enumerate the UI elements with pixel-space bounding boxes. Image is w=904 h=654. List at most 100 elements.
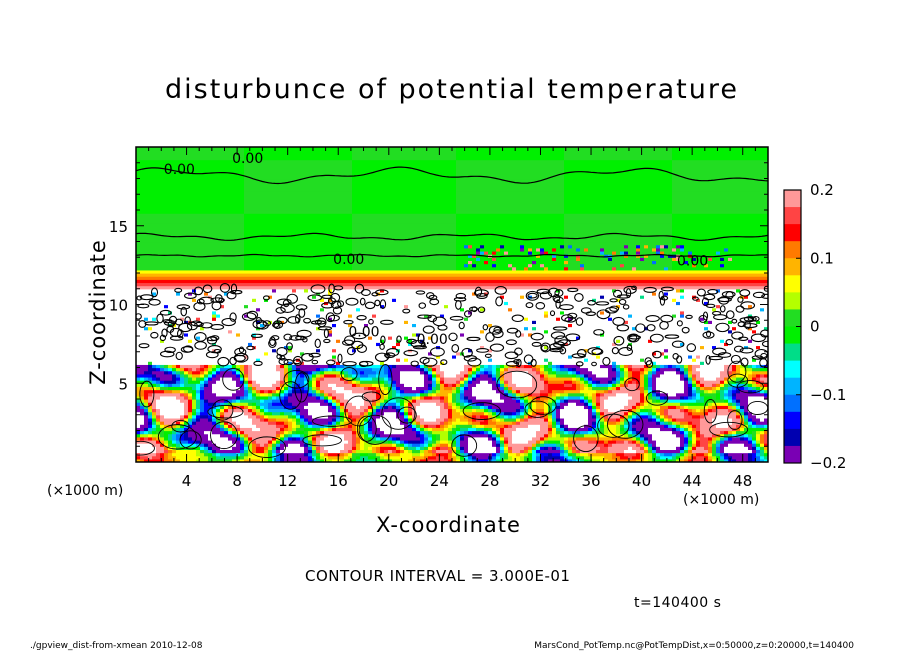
heatmap-cell bbox=[136, 159, 141, 164]
heatmap-cell bbox=[136, 276, 141, 280]
heatmap-cell bbox=[228, 458, 233, 462]
heatmap-cell bbox=[184, 219, 189, 224]
heatmap-cell bbox=[180, 342, 185, 347]
heatmap-cell bbox=[148, 395, 153, 400]
heatmap-cell bbox=[204, 383, 209, 387]
heatmap-cell bbox=[188, 241, 193, 246]
heatmap-cell bbox=[224, 228, 229, 233]
heatmap-cell bbox=[212, 439, 217, 444]
heatmap-cell bbox=[140, 421, 145, 425]
heatmap-cell bbox=[196, 392, 201, 397]
heatmap-cell bbox=[180, 291, 185, 296]
heatmap-cell bbox=[152, 260, 157, 265]
heatmap-cell bbox=[156, 295, 161, 299]
heatmap-cell bbox=[156, 364, 161, 369]
heatmap-cell bbox=[164, 232, 169, 236]
heatmap-cell bbox=[156, 291, 161, 296]
heatmap-cell bbox=[196, 449, 201, 454]
heatmap-cell bbox=[152, 373, 157, 378]
heatmap-cell bbox=[172, 260, 177, 265]
heatmap-cell bbox=[144, 310, 149, 315]
heatmap-cell bbox=[160, 373, 165, 378]
heatmap-cell bbox=[172, 291, 177, 296]
heatmap-cell bbox=[188, 436, 193, 441]
heatmap-cell bbox=[180, 178, 185, 183]
heatmap-cell bbox=[196, 436, 201, 441]
heatmap-cell bbox=[172, 150, 177, 154]
heatmap-cell bbox=[176, 288, 181, 293]
heatmap-cell bbox=[204, 210, 209, 214]
heatmap-cell bbox=[220, 269, 225, 274]
heatmap-cell bbox=[160, 238, 165, 243]
heatmap-field bbox=[136, 147, 768, 462]
heatmap-cell bbox=[180, 184, 185, 189]
heatmap-cell bbox=[156, 147, 161, 151]
heatmap-cell bbox=[216, 206, 221, 211]
heatmap-cell bbox=[196, 367, 201, 372]
heatmap-cell bbox=[160, 383, 165, 387]
heatmap-cell bbox=[236, 162, 241, 167]
heatmap-cell bbox=[136, 194, 141, 198]
heatmap-cell bbox=[208, 455, 213, 460]
heatmap-cell bbox=[140, 399, 145, 403]
heatmap-cell bbox=[184, 405, 189, 410]
heatmap-cell bbox=[188, 301, 193, 306]
heatmap-cell bbox=[184, 373, 189, 378]
heatmap-cell bbox=[216, 266, 221, 271]
heatmap-cell bbox=[196, 213, 201, 217]
heatmap-cell bbox=[228, 200, 233, 205]
heatmap-cell bbox=[212, 313, 217, 318]
heatmap-cell bbox=[180, 194, 185, 198]
heatmap-cell bbox=[192, 250, 197, 255]
heatmap-cell bbox=[156, 421, 161, 425]
heatmap-cell bbox=[220, 257, 225, 261]
heatmap-cell bbox=[168, 455, 173, 460]
heatmap-cell bbox=[176, 361, 181, 365]
heatmap-cell bbox=[236, 364, 241, 369]
heatmap-cell bbox=[188, 181, 193, 186]
heatmap-cell bbox=[208, 411, 213, 416]
heatmap-cell bbox=[180, 216, 185, 221]
heatmap-cell bbox=[188, 238, 193, 243]
heatmap-cell bbox=[216, 200, 221, 205]
heatmap-cell bbox=[148, 380, 153, 384]
heatmap-cell bbox=[144, 197, 149, 202]
heatmap-cell bbox=[168, 197, 173, 202]
heatmap-cell bbox=[224, 320, 229, 324]
heatmap-cell bbox=[168, 301, 173, 306]
heatmap-cell bbox=[200, 354, 205, 359]
heatmap-cell bbox=[152, 153, 157, 158]
heatmap-cell bbox=[144, 301, 149, 306]
heatmap-cell bbox=[184, 165, 189, 170]
heatmap-cell bbox=[180, 175, 185, 180]
heatmap-cell bbox=[140, 181, 145, 186]
heatmap-cell bbox=[144, 332, 149, 337]
heatmap-cell bbox=[196, 446, 201, 450]
heatmap-cell bbox=[180, 244, 185, 249]
heatmap-cell bbox=[184, 175, 189, 180]
heatmap-cell bbox=[196, 191, 201, 195]
heatmap-cell bbox=[156, 159, 161, 164]
heatmap-cell bbox=[232, 241, 237, 246]
heatmap-cell bbox=[228, 269, 233, 274]
heatmap-cell bbox=[172, 172, 177, 176]
heatmap-cell bbox=[140, 455, 145, 460]
heatmap-cell bbox=[228, 291, 233, 296]
heatmap-cell bbox=[180, 389, 185, 394]
heatmap-cell bbox=[188, 358, 193, 362]
heatmap-cell bbox=[152, 313, 157, 318]
heatmap-cell bbox=[200, 348, 205, 353]
heatmap-cell bbox=[168, 194, 173, 198]
heatmap-cell bbox=[232, 345, 237, 350]
heatmap-cell bbox=[232, 304, 237, 309]
heatmap-cell bbox=[140, 452, 145, 457]
heatmap-cell bbox=[160, 304, 165, 309]
heatmap-cell bbox=[172, 216, 177, 221]
heatmap-cell bbox=[164, 247, 169, 252]
heatmap-cell bbox=[200, 345, 205, 350]
heatmap-cell bbox=[192, 216, 197, 221]
heatmap-cell bbox=[144, 351, 149, 356]
heatmap-cell bbox=[184, 320, 189, 324]
heatmap-cell bbox=[140, 203, 145, 208]
heatmap-cell bbox=[144, 307, 149, 312]
